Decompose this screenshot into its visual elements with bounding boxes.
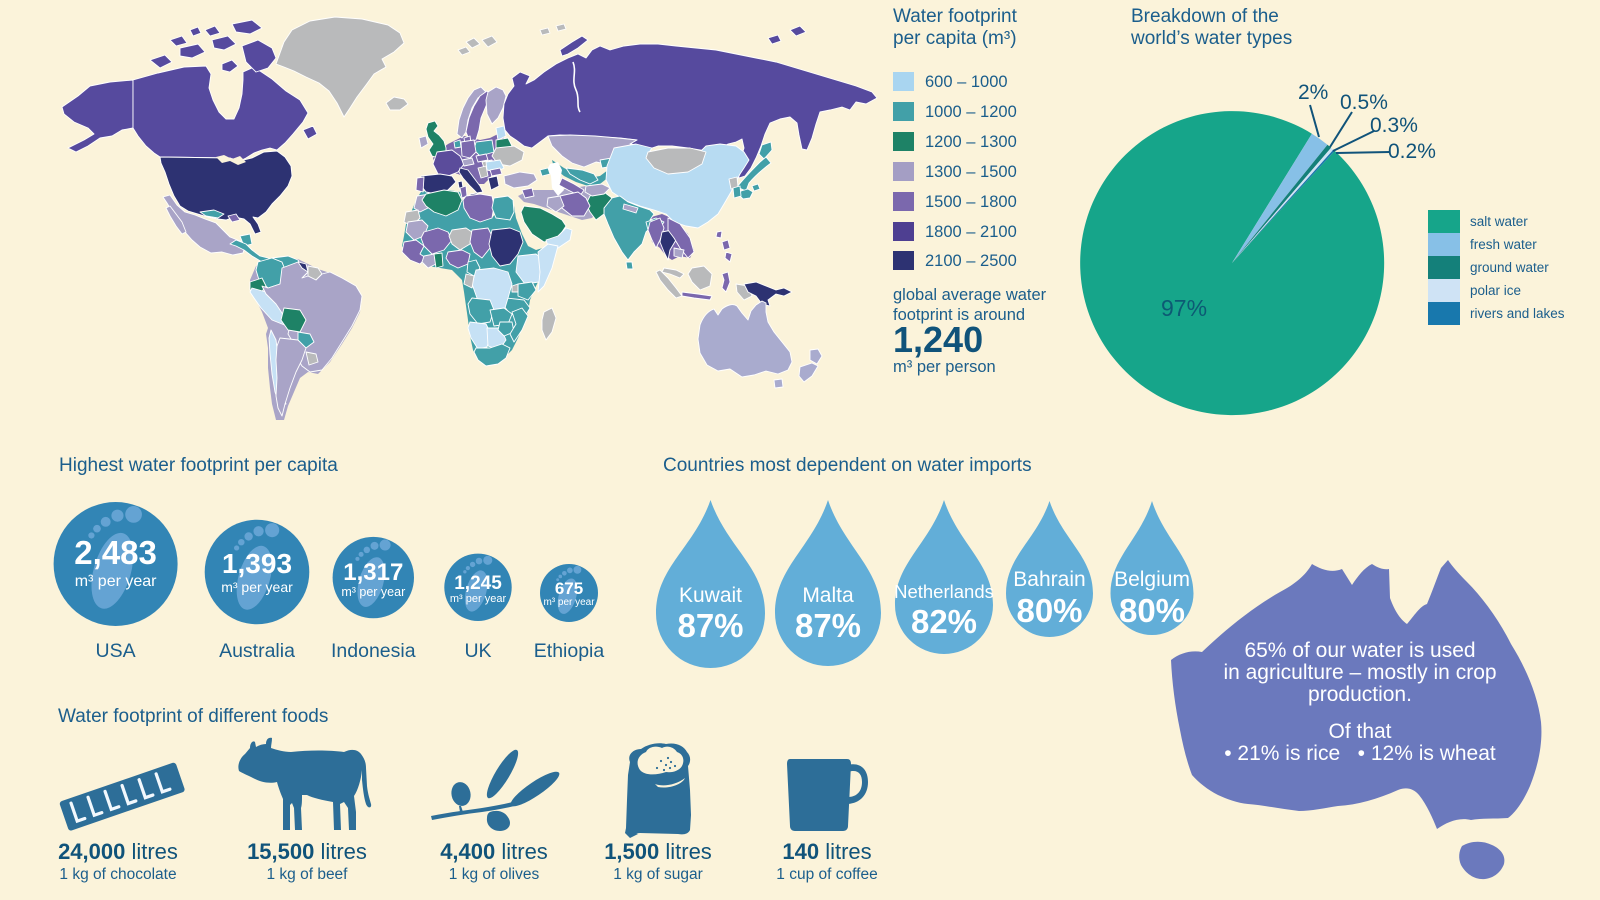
svg-text:polar ice: polar ice	[1470, 283, 1521, 298]
svg-text:1800 – 2100: 1800 – 2100	[925, 223, 1017, 241]
svg-text:m³ per year: m³ per year	[543, 597, 595, 608]
svg-text:fresh water: fresh water	[1470, 237, 1537, 252]
svg-text:1 kg of beef: 1 kg of beef	[266, 866, 348, 883]
svg-text:1200 – 1300: 1200 – 1300	[925, 133, 1017, 151]
svg-text:UK: UK	[464, 640, 491, 662]
svg-text:82%: 82%	[911, 603, 977, 640]
svg-text:4,400 litres: 4,400 litres	[440, 839, 548, 864]
svg-text:m³ per year: m³ per year	[75, 573, 157, 590]
svg-text:1,240: 1,240	[893, 319, 983, 360]
svg-text:world’s water types: world’s water types	[1130, 28, 1292, 49]
svg-text:Malta: Malta	[802, 584, 854, 607]
svg-text:2100 – 2500: 2100 – 2500	[925, 252, 1017, 270]
svg-text:m³ per person: m³ per person	[893, 358, 996, 376]
svg-text:1500 – 1800: 1500 – 1800	[925, 193, 1017, 211]
svg-text:rivers and lakes: rivers and lakes	[1470, 306, 1565, 321]
svg-text:0.3%: 0.3%	[1370, 114, 1418, 137]
svg-text:2%: 2%	[1298, 81, 1328, 104]
svg-text:footprint is around: footprint is around	[893, 306, 1025, 324]
svg-text:97%: 97%	[1161, 295, 1207, 321]
svg-text:Water footprint: Water footprint	[893, 6, 1018, 27]
svg-text:87%: 87%	[677, 607, 743, 644]
svg-text:1000 – 1200: 1000 – 1200	[925, 103, 1017, 121]
svg-text:1,245: 1,245	[454, 573, 502, 594]
svg-text:m³ per year: m³ per year	[221, 579, 293, 595]
svg-text:1 cup of coffee: 1 cup of coffee	[776, 866, 877, 883]
svg-text:80%: 80%	[1016, 592, 1082, 629]
svg-text:1300 – 1500: 1300 – 1500	[925, 163, 1017, 181]
svg-text:1 kg of chocolate: 1 kg of chocolate	[59, 866, 176, 883]
svg-text:2,483: 2,483	[74, 534, 157, 571]
svg-text:m³ per year: m³ per year	[341, 585, 405, 599]
svg-text:1 kg of olives: 1 kg of olives	[449, 866, 540, 883]
svg-text:Belgium: Belgium	[1114, 568, 1190, 591]
svg-text:• 21% is rice • 12% is wheat: • 21% is rice • 12% is wheat	[1224, 742, 1496, 765]
svg-text:675: 675	[555, 579, 583, 598]
svg-text:Ethiopia: Ethiopia	[534, 640, 605, 662]
svg-text:24,000 litres: 24,000 litres	[58, 839, 178, 864]
svg-text:in agriculture – mostly in cro: in agriculture – mostly in crop	[1223, 661, 1496, 684]
svg-text:140 litres: 140 litres	[782, 839, 871, 864]
svg-text:Indonesia: Indonesia	[331, 640, 416, 662]
svg-text:Highest water footprint per ca: Highest water footprint per capita	[59, 455, 338, 476]
svg-text:Australia: Australia	[219, 640, 295, 662]
svg-text:Bahrain: Bahrain	[1013, 568, 1085, 591]
svg-text:80%: 80%	[1119, 592, 1185, 629]
svg-text:Of that: Of that	[1328, 720, 1391, 743]
svg-text:production.: production.	[1308, 683, 1412, 706]
svg-text:87%: 87%	[795, 607, 861, 644]
svg-text:per capita (m³): per capita (m³)	[893, 28, 1017, 49]
svg-text:1,393: 1,393	[222, 548, 292, 579]
svg-text:1,500 litres: 1,500 litres	[604, 839, 712, 864]
svg-text:Breakdown of the: Breakdown of the	[1131, 6, 1279, 27]
svg-text:global average water: global average water	[893, 286, 1047, 304]
svg-text:1,317: 1,317	[343, 559, 403, 586]
svg-text:salt water: salt water	[1470, 214, 1528, 229]
svg-text:Netherlands: Netherlands	[894, 581, 994, 602]
svg-text:ground water: ground water	[1470, 260, 1549, 275]
svg-text:m³ per year: m³ per year	[450, 593, 507, 605]
svg-text:65% of our water is used: 65% of our water is used	[1244, 639, 1475, 662]
svg-text:Countries most dependent on wa: Countries most dependent on water import…	[663, 455, 1032, 476]
svg-text:0.2%: 0.2%	[1388, 140, 1436, 163]
svg-text:USA: USA	[96, 640, 136, 662]
svg-text:0.5%: 0.5%	[1340, 91, 1388, 114]
svg-text:15,500 litres: 15,500 litres	[247, 839, 367, 864]
svg-text:600 – 1000: 600 – 1000	[925, 73, 1008, 91]
svg-text:Water footprint of different f: Water footprint of different foods	[58, 706, 328, 727]
svg-text:Kuwait: Kuwait	[679, 584, 742, 607]
svg-text:1 kg of sugar: 1 kg of sugar	[613, 866, 703, 883]
